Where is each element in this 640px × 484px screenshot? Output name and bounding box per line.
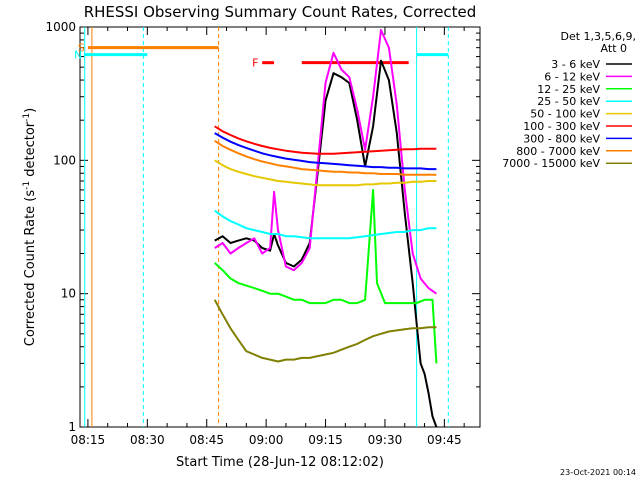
x-tick-label: 09:30 xyxy=(368,433,403,447)
x-tick-label: 08:30 xyxy=(130,433,165,447)
x-tick-label: 09:15 xyxy=(308,433,343,447)
x-axis: 08:15 08:30 08:45 09:00 09:15 09:30 09:45 xyxy=(71,27,465,447)
y-tick-label: 1000 xyxy=(45,20,76,34)
plot-area xyxy=(79,26,481,428)
x-tick-label: 09:45 xyxy=(427,433,462,447)
x-axis-label: Start Time (28-Jun-12 08:12:02) xyxy=(176,455,384,470)
series-line xyxy=(214,59,438,428)
flag-label: F xyxy=(252,57,258,70)
series-line xyxy=(213,299,437,363)
series-group xyxy=(213,29,438,428)
x-tick-label: 08:15 xyxy=(71,433,106,447)
chart-title: RHESSI Observing Summary Count Rates, Co… xyxy=(84,3,477,21)
legend-label: 6 - 12 keV xyxy=(544,70,600,83)
y-axis-label-end: ) xyxy=(23,108,38,113)
legend-header-attenuator: Att 0 xyxy=(601,42,627,55)
legend-label: 12 - 25 keV xyxy=(537,83,600,96)
y-axis-label-sup2: -1 xyxy=(22,113,32,122)
flag-label: S xyxy=(78,42,85,55)
y-tick-label: 1 xyxy=(68,420,76,434)
y-axis: 1 10 100 1000 xyxy=(45,20,480,434)
legend-label: 800 - 7000 keV xyxy=(516,145,600,158)
series-line xyxy=(214,188,438,364)
y-tick-label: 10 xyxy=(61,287,76,301)
series-line xyxy=(214,139,437,176)
footer-timestamp: 23-Oct-2021 00:14 xyxy=(560,468,636,477)
legend-label: 3 - 6 keV xyxy=(551,58,600,71)
legend-label: 7000 - 15000 keV xyxy=(502,157,600,170)
legend-label: 50 - 100 keV xyxy=(530,108,600,121)
series-line xyxy=(214,125,437,155)
reference-lines xyxy=(84,27,449,427)
y-tick-label: 100 xyxy=(53,153,76,167)
y-axis-label: Corrected Count Rate (s-1 detector-1) xyxy=(22,108,38,346)
series-line xyxy=(214,29,437,295)
x-tick-label: 09:00 xyxy=(249,433,284,447)
legend-label: 100 - 300 keV xyxy=(523,120,600,133)
series-line xyxy=(214,209,437,240)
legend-label: 300 - 800 keV xyxy=(523,132,600,145)
y-axis-label-sup1: -1 xyxy=(22,181,32,190)
flag-label: N xyxy=(74,49,82,62)
x-tick-label: 08:45 xyxy=(189,433,224,447)
plot-frame xyxy=(79,26,481,428)
series-line xyxy=(214,132,437,171)
state-flags: SN F xyxy=(74,42,449,70)
y-axis-label-main: Corrected Count Rate (s xyxy=(23,190,38,347)
series-line xyxy=(214,159,437,187)
legend-header-detectors: Det 1,3,5,6,9, xyxy=(560,30,636,43)
legend-label: 25 - 50 keV xyxy=(537,95,600,108)
y-axis-label-mid: detector xyxy=(23,121,38,181)
